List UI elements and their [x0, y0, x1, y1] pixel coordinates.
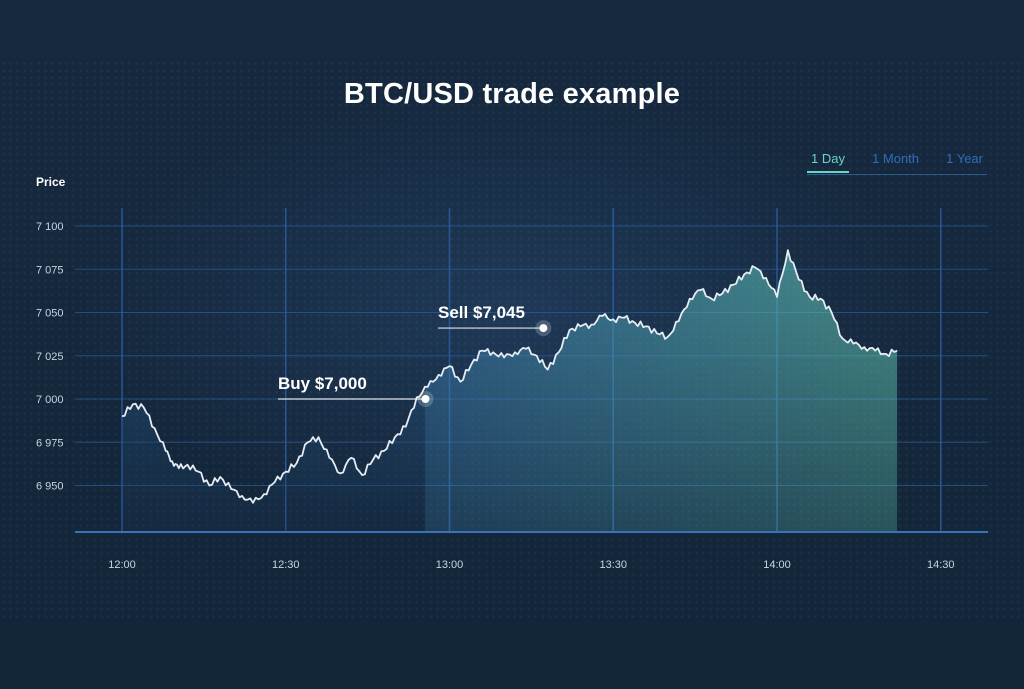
timeframe-tabs: 1 Day 1 Month 1 Year	[807, 150, 987, 175]
y-tick-label: 7 050	[36, 308, 64, 320]
sell-label: Sell $7,045	[438, 303, 525, 322]
buy-label: Buy $7,000	[278, 374, 367, 393]
x-tick-label: 12:30	[272, 559, 300, 571]
tab-1-month[interactable]: 1 Month	[872, 151, 920, 166]
tab-1-year[interactable]: 1 Year	[946, 151, 983, 166]
series-line	[121, 249, 898, 504]
y-axis-title: Price	[36, 175, 66, 189]
y-tick-label: 7 075	[36, 264, 64, 276]
x-tick-label: 12:00	[108, 559, 136, 571]
x-tick-label: 14:00	[763, 559, 791, 571]
area-fill	[122, 250, 898, 532]
y-tick-label: 6 950	[36, 481, 64, 493]
x-tick-label: 14:30	[927, 559, 955, 571]
x-tick-label: 13:00	[436, 559, 464, 571]
pre-trade-fill	[122, 386, 425, 532]
price-line	[121, 249, 898, 504]
tab-1-day[interactable]: 1 Day	[807, 150, 849, 173]
y-tick-label: 7 000	[36, 394, 64, 406]
trade-area-fill	[424, 250, 898, 532]
annotation-dot	[539, 324, 548, 333]
x-tick-label: 13:30	[599, 559, 627, 571]
y-tick-label: 7 025	[36, 351, 64, 363]
axes: 7 100 7 075 7 050 7 025 7 000 6 975 6 950 12:00…	[36, 221, 988, 571]
y-tick-label: 7 100	[36, 221, 64, 233]
trade-annotations: Buy $7,000 Sell $7,045	[278, 303, 552, 407]
chart-title: BTC/USD trade example	[343, 78, 681, 110]
annotation-dot	[421, 395, 430, 403]
y-tick-label: 6 975	[36, 437, 64, 449]
